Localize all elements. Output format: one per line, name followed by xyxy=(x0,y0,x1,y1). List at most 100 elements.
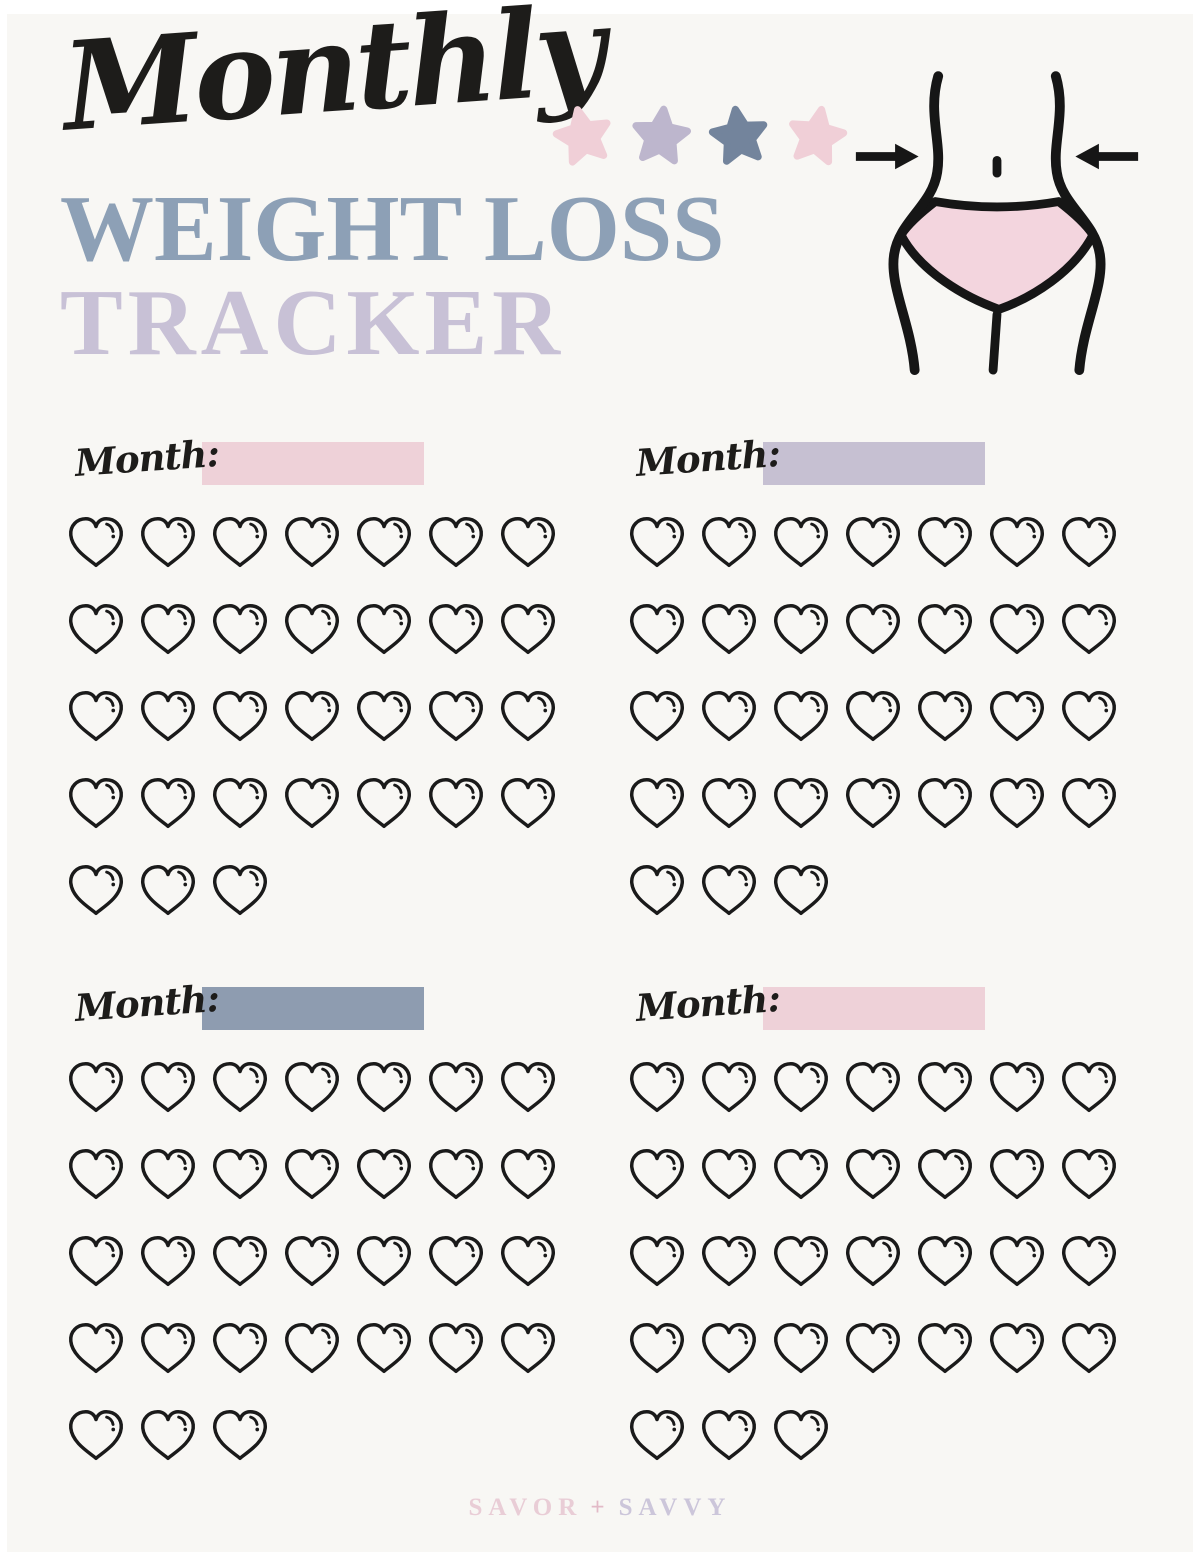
heart-day-checkbox[interactable] xyxy=(626,1320,688,1377)
heart-day-checkbox[interactable] xyxy=(1058,1059,1120,1116)
heart-day-checkbox[interactable] xyxy=(986,514,1048,571)
heart-day-checkbox[interactable] xyxy=(770,1146,832,1203)
heart-day-checkbox[interactable] xyxy=(986,1059,1048,1116)
heart-day-checkbox[interactable] xyxy=(65,775,127,832)
month-name-field[interactable] xyxy=(763,441,985,485)
heart-day-checkbox[interactable] xyxy=(65,1320,127,1377)
heart-day-checkbox[interactable] xyxy=(65,1233,127,1290)
heart-day-checkbox[interactable] xyxy=(425,601,487,658)
month-name-field[interactable] xyxy=(763,986,985,1030)
heart-day-checkbox[interactable] xyxy=(626,775,688,832)
heart-day-checkbox[interactable] xyxy=(842,1233,904,1290)
heart-day-checkbox[interactable] xyxy=(281,601,343,658)
heart-day-checkbox[interactable] xyxy=(626,688,688,745)
heart-day-checkbox[interactable] xyxy=(698,775,760,832)
heart-day-checkbox[interactable] xyxy=(770,601,832,658)
heart-day-checkbox[interactable] xyxy=(65,1146,127,1203)
heart-day-checkbox[interactable] xyxy=(281,1059,343,1116)
heart-day-checkbox[interactable] xyxy=(914,688,976,745)
heart-day-checkbox[interactable] xyxy=(209,688,271,745)
heart-day-checkbox[interactable] xyxy=(137,1320,199,1377)
month-name-field[interactable] xyxy=(202,986,424,1030)
heart-day-checkbox[interactable] xyxy=(986,1320,1048,1377)
heart-day-checkbox[interactable] xyxy=(842,1059,904,1116)
heart-day-checkbox[interactable] xyxy=(281,688,343,745)
heart-day-checkbox[interactable] xyxy=(626,1146,688,1203)
heart-day-checkbox[interactable] xyxy=(698,1320,760,1377)
heart-day-checkbox[interactable] xyxy=(698,1407,760,1464)
heart-day-checkbox[interactable] xyxy=(497,1320,559,1377)
heart-day-checkbox[interactable] xyxy=(281,1146,343,1203)
heart-day-checkbox[interactable] xyxy=(209,601,271,658)
heart-day-checkbox[interactable] xyxy=(425,1059,487,1116)
heart-day-checkbox[interactable] xyxy=(1058,601,1120,658)
heart-day-checkbox[interactable] xyxy=(353,688,415,745)
heart-day-checkbox[interactable] xyxy=(842,688,904,745)
heart-day-checkbox[interactable] xyxy=(209,1146,271,1203)
heart-day-checkbox[interactable] xyxy=(137,514,199,571)
heart-day-checkbox[interactable] xyxy=(1058,1320,1120,1377)
heart-day-checkbox[interactable] xyxy=(209,775,271,832)
heart-day-checkbox[interactable] xyxy=(770,514,832,571)
heart-day-checkbox[interactable] xyxy=(425,514,487,571)
heart-day-checkbox[interactable] xyxy=(425,1233,487,1290)
heart-day-checkbox[interactable] xyxy=(137,1146,199,1203)
heart-day-checkbox[interactable] xyxy=(353,1146,415,1203)
heart-day-checkbox[interactable] xyxy=(425,775,487,832)
heart-day-checkbox[interactable] xyxy=(626,514,688,571)
heart-day-checkbox[interactable] xyxy=(842,1320,904,1377)
heart-day-checkbox[interactable] xyxy=(698,514,760,571)
heart-day-checkbox[interactable] xyxy=(65,1407,127,1464)
heart-day-checkbox[interactable] xyxy=(353,775,415,832)
heart-day-checkbox[interactable] xyxy=(497,1146,559,1203)
heart-day-checkbox[interactable] xyxy=(986,601,1048,658)
heart-day-checkbox[interactable] xyxy=(842,775,904,832)
heart-day-checkbox[interactable] xyxy=(914,1320,976,1377)
heart-day-checkbox[interactable] xyxy=(353,514,415,571)
heart-day-checkbox[interactable] xyxy=(209,1407,271,1464)
heart-day-checkbox[interactable] xyxy=(209,514,271,571)
heart-day-checkbox[interactable] xyxy=(209,1320,271,1377)
heart-day-checkbox[interactable] xyxy=(698,688,760,745)
heart-day-checkbox[interactable] xyxy=(698,862,760,919)
heart-day-checkbox[interactable] xyxy=(626,1407,688,1464)
heart-day-checkbox[interactable] xyxy=(353,601,415,658)
heart-day-checkbox[interactable] xyxy=(914,1233,976,1290)
heart-day-checkbox[interactable] xyxy=(914,775,976,832)
heart-day-checkbox[interactable] xyxy=(914,1146,976,1203)
heart-day-checkbox[interactable] xyxy=(1058,775,1120,832)
heart-day-checkbox[interactable] xyxy=(137,775,199,832)
heart-day-checkbox[interactable] xyxy=(137,1059,199,1116)
heart-day-checkbox[interactable] xyxy=(698,1233,760,1290)
heart-day-checkbox[interactable] xyxy=(137,1407,199,1464)
heart-day-checkbox[interactable] xyxy=(497,688,559,745)
heart-day-checkbox[interactable] xyxy=(65,688,127,745)
heart-day-checkbox[interactable] xyxy=(842,1146,904,1203)
heart-day-checkbox[interactable] xyxy=(209,862,271,919)
heart-day-checkbox[interactable] xyxy=(497,601,559,658)
heart-day-checkbox[interactable] xyxy=(209,1233,271,1290)
heart-day-checkbox[interactable] xyxy=(914,514,976,571)
heart-day-checkbox[interactable] xyxy=(425,1320,487,1377)
heart-day-checkbox[interactable] xyxy=(626,1059,688,1116)
heart-day-checkbox[interactable] xyxy=(425,1146,487,1203)
heart-day-checkbox[interactable] xyxy=(65,862,127,919)
heart-day-checkbox[interactable] xyxy=(698,1059,760,1116)
heart-day-checkbox[interactable] xyxy=(137,1233,199,1290)
heart-day-checkbox[interactable] xyxy=(770,1407,832,1464)
heart-day-checkbox[interactable] xyxy=(497,1059,559,1116)
month-name-field[interactable] xyxy=(202,441,424,485)
heart-day-checkbox[interactable] xyxy=(1058,1146,1120,1203)
heart-day-checkbox[interactable] xyxy=(986,688,1048,745)
heart-day-checkbox[interactable] xyxy=(137,601,199,658)
heart-day-checkbox[interactable] xyxy=(626,601,688,658)
heart-day-checkbox[interactable] xyxy=(770,1320,832,1377)
heart-day-checkbox[interactable] xyxy=(626,1233,688,1290)
heart-day-checkbox[interactable] xyxy=(497,514,559,571)
heart-day-checkbox[interactable] xyxy=(1058,514,1120,571)
heart-day-checkbox[interactable] xyxy=(626,862,688,919)
heart-day-checkbox[interactable] xyxy=(770,775,832,832)
heart-day-checkbox[interactable] xyxy=(209,1059,271,1116)
heart-day-checkbox[interactable] xyxy=(986,1233,1048,1290)
heart-day-checkbox[interactable] xyxy=(698,601,760,658)
